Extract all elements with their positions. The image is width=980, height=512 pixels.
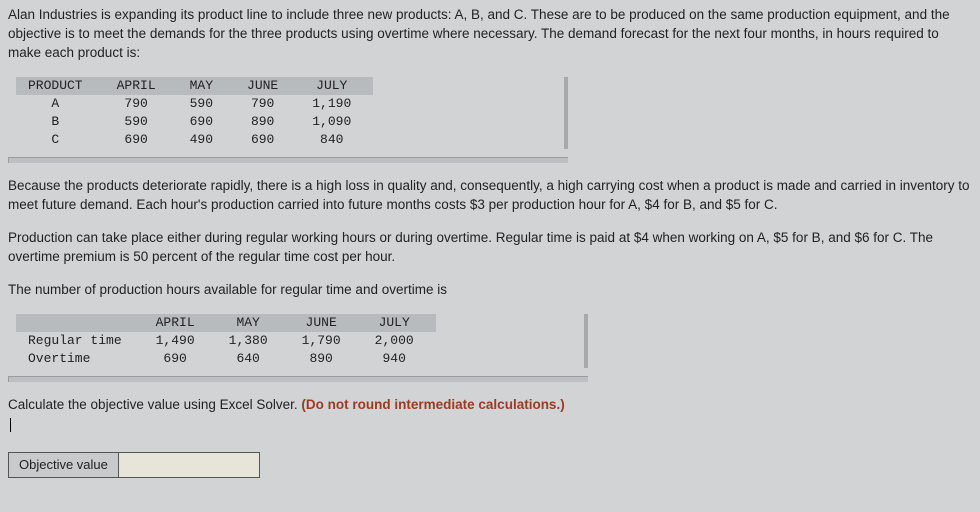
table-row: A 790 590 790 1,190 (16, 95, 373, 113)
hours-table: APRIL MAY JUNE JULY Regular time 1,490 1… (16, 314, 436, 369)
calc-prompt: Calculate the objective value using Exce… (8, 396, 972, 434)
col-april: APRIL (144, 314, 217, 332)
cell: 790 (105, 95, 178, 113)
col-may: MAY (217, 314, 290, 332)
cell: 1,090 (300, 113, 373, 131)
objective-label: Objective value (9, 453, 119, 477)
scroll-indicator (8, 376, 588, 382)
cell: 890 (235, 113, 300, 131)
calc-note: (Do not round intermediate calculations.… (301, 397, 564, 412)
carry-cost-paragraph: Because the products deteriorate rapidly… (8, 177, 972, 215)
cell: A (16, 95, 105, 113)
col-june: JUNE (290, 314, 363, 332)
col-product: PRODUCT (16, 77, 105, 95)
cell: 790 (235, 95, 300, 113)
table-header-row: PRODUCT APRIL MAY JUNE JULY (16, 77, 373, 95)
cell: 690 (235, 131, 300, 149)
demand-table: PRODUCT APRIL MAY JUNE JULY A 790 590 79… (16, 77, 373, 150)
objective-value-input[interactable] (119, 453, 259, 477)
cell: 590 (105, 113, 178, 131)
table-header-row: APRIL MAY JUNE JULY (16, 314, 436, 332)
hours-table-wrap: APRIL MAY JUNE JULY Regular time 1,490 1… (8, 314, 588, 369)
cell: 840 (300, 131, 373, 149)
cell: 690 (144, 350, 217, 368)
row-label: Regular time (16, 332, 144, 350)
col-july: JULY (363, 314, 436, 332)
table-row: C 690 490 690 840 (16, 131, 373, 149)
cell: 1,380 (217, 332, 290, 350)
cell: 690 (178, 113, 235, 131)
cell: 690 (105, 131, 178, 149)
table-row: Regular time 1,490 1,380 1,790 2,000 (16, 332, 436, 350)
cell: 640 (217, 350, 290, 368)
cell: 2,000 (363, 332, 436, 350)
cell: B (16, 113, 105, 131)
col-april: APRIL (105, 77, 178, 95)
col-blank (16, 314, 144, 332)
table-row: Overtime 690 640 890 940 (16, 350, 436, 368)
objective-row: Objective value (8, 452, 260, 478)
col-may: MAY (178, 77, 235, 95)
table-row: B 590 690 890 1,090 (16, 113, 373, 131)
calc-prompt-text: Calculate the objective value using Exce… (8, 397, 301, 412)
cell: 590 (178, 95, 235, 113)
production-cost-paragraph: Production can take place either during … (8, 229, 972, 267)
text-caret-icon (10, 418, 11, 432)
cell: 490 (178, 131, 235, 149)
col-july: JULY (300, 77, 373, 95)
intro-paragraph: Alan Industries is expanding its product… (8, 6, 972, 63)
cell: 1,190 (300, 95, 373, 113)
cell: 890 (290, 350, 363, 368)
cell: 1,490 (144, 332, 217, 350)
scroll-indicator (8, 157, 568, 163)
demand-table-wrap: PRODUCT APRIL MAY JUNE JULY A 790 590 79… (8, 77, 568, 150)
row-label: Overtime (16, 350, 144, 368)
col-june: JUNE (235, 77, 300, 95)
hours-available-paragraph: The number of production hours available… (8, 281, 972, 300)
cell: 1,790 (290, 332, 363, 350)
cell: 940 (363, 350, 436, 368)
cell: C (16, 131, 105, 149)
